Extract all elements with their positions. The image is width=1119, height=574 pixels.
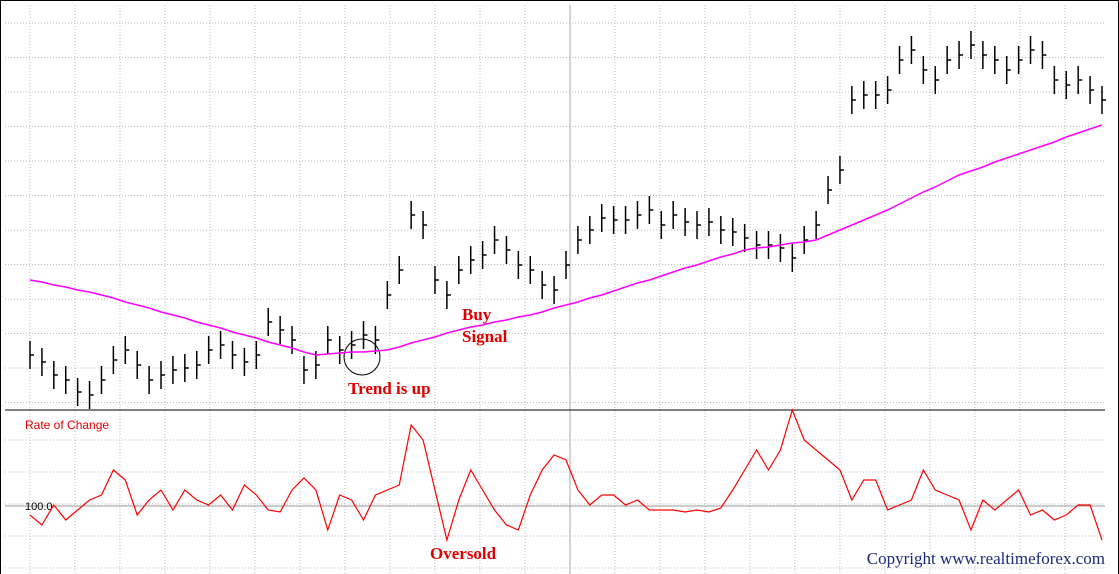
moving-average bbox=[29, 124, 1103, 356]
copyright: Copyright www.realtimeforex.com bbox=[867, 549, 1105, 568]
y-tick-label: 100.0 bbox=[25, 501, 53, 513]
panel-title: Rate of Change bbox=[25, 418, 109, 432]
annotation: Buy bbox=[462, 305, 492, 324]
signal-circle bbox=[343, 338, 381, 376]
grid bbox=[5, 5, 1105, 574]
annotation: Oversold bbox=[430, 544, 497, 563]
annotation: Trend is up bbox=[348, 379, 431, 398]
annotation: Signal bbox=[462, 327, 508, 346]
roc-line bbox=[29, 408, 1103, 543]
